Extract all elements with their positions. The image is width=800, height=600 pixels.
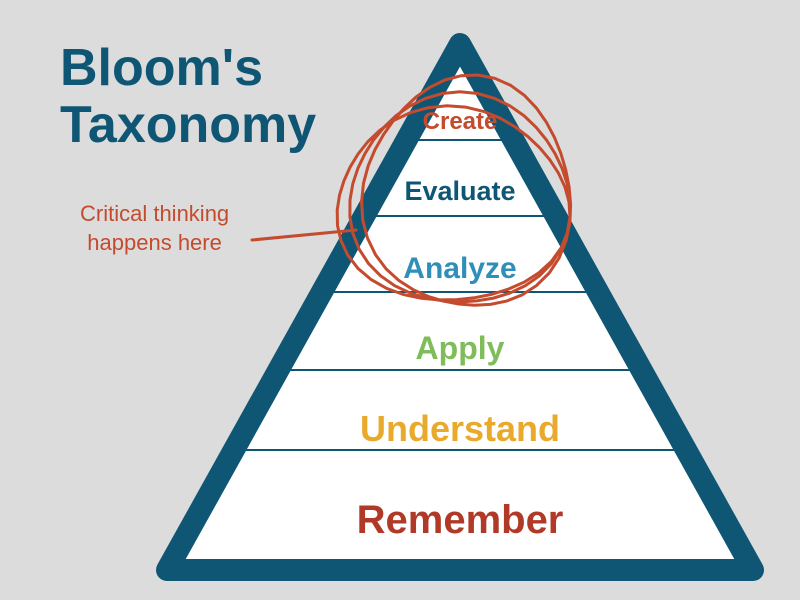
level-apply: Apply bbox=[416, 330, 505, 367]
level-create: Create bbox=[423, 108, 498, 136]
level-analyze: Analyze bbox=[403, 252, 516, 286]
level-evaluate: Evaluate bbox=[404, 176, 515, 207]
level-understand: Understand bbox=[360, 408, 560, 450]
level-remember: Remember bbox=[357, 498, 564, 543]
